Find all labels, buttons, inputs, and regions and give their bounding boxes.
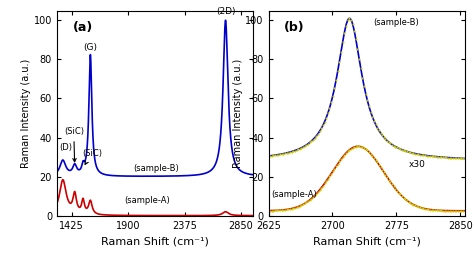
X-axis label: Raman Shift (cm⁻¹): Raman Shift (cm⁻¹) bbox=[101, 236, 209, 246]
Text: (a): (a) bbox=[73, 21, 93, 34]
Text: (2D): (2D) bbox=[216, 7, 235, 16]
Text: x30: x30 bbox=[409, 160, 426, 169]
Text: (sample-B): (sample-B) bbox=[133, 164, 179, 173]
Text: (sample-A): (sample-A) bbox=[125, 195, 170, 205]
X-axis label: Raman Shift (cm⁻¹): Raman Shift (cm⁻¹) bbox=[312, 236, 420, 246]
Text: (D): (D) bbox=[59, 143, 72, 152]
Text: (SiC): (SiC) bbox=[82, 149, 102, 164]
Text: (SiC): (SiC) bbox=[64, 127, 84, 162]
Y-axis label: Raman Intensity (a.u.): Raman Intensity (a.u.) bbox=[233, 58, 243, 168]
Text: (sample-A): (sample-A) bbox=[271, 190, 317, 199]
Text: (b): (b) bbox=[284, 21, 305, 34]
Y-axis label: Raman Intensity (a.u.): Raman Intensity (a.u.) bbox=[21, 58, 31, 168]
Text: (G): (G) bbox=[83, 43, 97, 52]
Text: (sample-B): (sample-B) bbox=[374, 18, 419, 27]
